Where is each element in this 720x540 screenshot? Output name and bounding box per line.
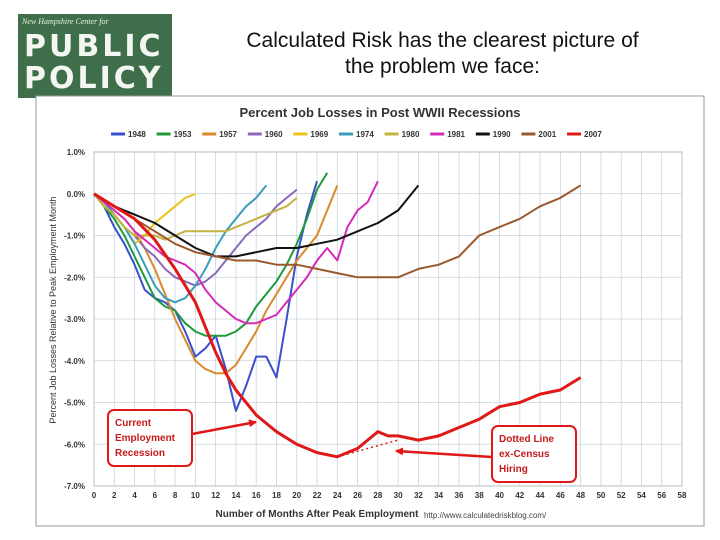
legend-label-1990: 1990 bbox=[493, 130, 511, 139]
annotation-box-dotted bbox=[491, 425, 577, 483]
y-tick-label: -1.0% bbox=[64, 232, 85, 241]
y-tick-label: -2.0% bbox=[64, 273, 85, 282]
x-tick-label: 52 bbox=[617, 491, 626, 500]
annotation-box-current bbox=[107, 409, 193, 467]
x-tick-label: 28 bbox=[373, 491, 382, 500]
x-tick-label: 22 bbox=[313, 491, 322, 500]
x-tick-label: 24 bbox=[333, 491, 342, 500]
x-tick-label: 30 bbox=[394, 491, 403, 500]
x-tick-label: 34 bbox=[434, 491, 443, 500]
legend-label-1980: 1980 bbox=[402, 130, 420, 139]
x-tick-label: 36 bbox=[455, 491, 464, 500]
x-tick-label: 48 bbox=[576, 491, 585, 500]
x-tick-label: 16 bbox=[252, 491, 261, 500]
x-tick-label: 20 bbox=[292, 491, 301, 500]
x-tick-label: 2 bbox=[112, 491, 117, 500]
series-line-1948 bbox=[93, 180, 318, 412]
annotation-current-line-1: Current bbox=[115, 418, 152, 429]
chart-title: Percent Job Losses in Post WWII Recessio… bbox=[239, 105, 520, 120]
x-tick-label: 26 bbox=[353, 491, 362, 500]
svg-text:Dotted Line ex-Census: Dotted Line ex-Census Hiring bbox=[499, 434, 557, 475]
annotation-current-recession: Current Employment Recession bbox=[107, 409, 257, 467]
series-line-2001 bbox=[93, 184, 582, 279]
source-url: http://www.calculatedriskblog.com/ bbox=[424, 511, 547, 520]
x-tick-label: 4 bbox=[132, 491, 137, 500]
legend: 1948 1953 1957 1960 1969 1974 1980 1981 1990 2001… bbox=[111, 130, 602, 139]
y-tick-label: -3.0% bbox=[64, 315, 85, 324]
series-lines bbox=[93, 172, 582, 459]
y-tick-label: 0.0% bbox=[67, 190, 85, 199]
logo-line-2: POLICY bbox=[24, 61, 164, 96]
x-tick-label: 10 bbox=[191, 491, 200, 500]
annotation-dotted-line-2: ex-Census bbox=[499, 449, 550, 460]
x-tick-label: 46 bbox=[556, 491, 565, 500]
legend-label-2007: 2007 bbox=[584, 130, 602, 139]
x-tick-label: 8 bbox=[173, 491, 178, 500]
legend-label-1969: 1969 bbox=[310, 130, 328, 139]
series-line-1981 bbox=[93, 180, 379, 325]
headline-line-2: the problem we face: bbox=[345, 55, 540, 78]
y-axis-label: Percent Job Losses Relative to Peak Empl… bbox=[48, 196, 58, 423]
legend-label-1981: 1981 bbox=[447, 130, 465, 139]
x-axis-ticks: 0 2 4 6 8 10 12 14 16 18 20 22 24 26 28 30 32 34 36 38 40 42 4… bbox=[92, 491, 687, 500]
y-tick-label: -7.0% bbox=[64, 482, 85, 491]
ex-census-dotted-line bbox=[337, 439, 399, 458]
x-tick-label: 18 bbox=[272, 491, 281, 500]
x-tick-label: 42 bbox=[515, 491, 524, 500]
x-tick-label: 50 bbox=[596, 491, 605, 500]
logo-line-1: PUBLIC bbox=[24, 29, 164, 64]
logo: New Hampshire Center for PUBLIC POLICY bbox=[18, 14, 172, 98]
legend-label-1948: 1948 bbox=[128, 130, 146, 139]
series-line-1980 bbox=[93, 193, 298, 241]
logo-tagline: New Hampshire Center for bbox=[22, 17, 109, 26]
legend-label-1953: 1953 bbox=[174, 130, 192, 139]
annotation-current-arrow bbox=[191, 419, 257, 436]
legend-label-1974: 1974 bbox=[356, 130, 374, 139]
x-tick-label: 40 bbox=[495, 491, 504, 500]
x-axis-label: Number of Months After Peak Employment bbox=[216, 509, 420, 520]
y-tick-label: -6.0% bbox=[64, 440, 85, 449]
svg-text:Current Employment: Current Employment Recession bbox=[115, 418, 178, 459]
legend-label-2001: 2001 bbox=[538, 130, 556, 139]
annotation-dotted-line-3: Hiring bbox=[499, 464, 528, 475]
annotation-dotted-arrow bbox=[395, 447, 493, 459]
annotation-current-line-3: Recession bbox=[115, 448, 165, 459]
x-tick-label: 6 bbox=[153, 491, 158, 500]
headline-line-1: Calculated Risk has the clearest picture… bbox=[246, 29, 639, 52]
legend-label-1957: 1957 bbox=[219, 130, 237, 139]
x-tick-label: 54 bbox=[637, 491, 646, 500]
annotation-dotted-line-1: Dotted Line bbox=[499, 434, 554, 445]
annotation-current-line-2: Employment bbox=[115, 433, 176, 444]
y-axis-ticks: 1.0% 0.0% -1.0% -2.0% -3.0% -4.0% -5.0% -6.0% -7… bbox=[64, 148, 85, 491]
y-tick-label: -5.0% bbox=[64, 399, 85, 408]
x-tick-label: 56 bbox=[657, 491, 666, 500]
series-line-1953 bbox=[93, 172, 329, 337]
x-tick-label: 38 bbox=[475, 491, 484, 500]
y-tick-label: -4.0% bbox=[64, 357, 85, 366]
x-tick-label: 12 bbox=[211, 491, 220, 500]
legend-label-1960: 1960 bbox=[265, 130, 283, 139]
x-tick-label: 32 bbox=[414, 491, 423, 500]
x-tick-label: 44 bbox=[536, 491, 545, 500]
x-tick-label: 0 bbox=[92, 491, 97, 500]
slide-headline: Calculated Risk has the clearest picture… bbox=[185, 28, 700, 80]
annotation-dotted-line: Dotted Line ex-Census Hiring bbox=[395, 425, 577, 483]
x-tick-label: 14 bbox=[231, 491, 240, 500]
y-tick-label: 1.0% bbox=[67, 148, 85, 157]
series-line-1990 bbox=[93, 184, 420, 258]
x-tick-label: 58 bbox=[678, 491, 687, 500]
